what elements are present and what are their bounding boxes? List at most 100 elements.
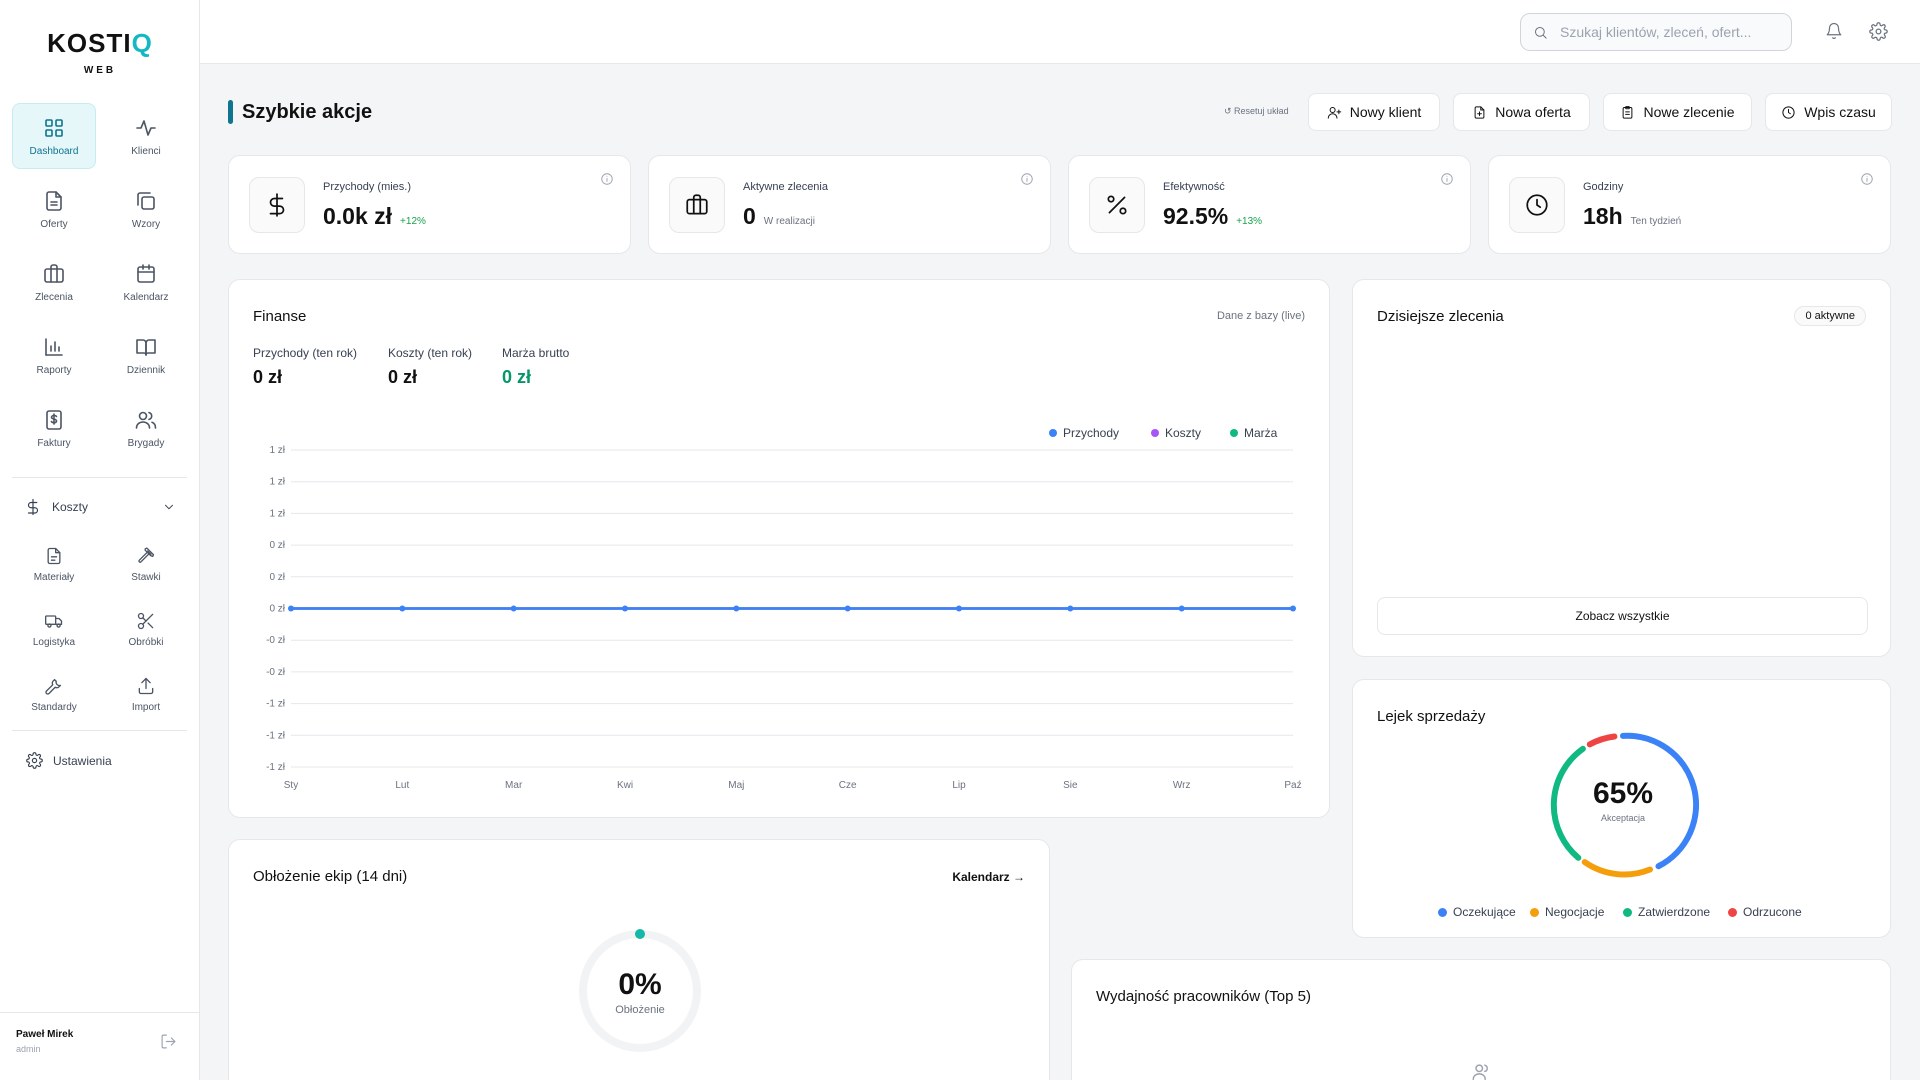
nav-item-logistics[interactable]: Logistyka — [12, 601, 96, 658]
users-icon — [134, 408, 158, 432]
file-text-icon — [44, 546, 64, 566]
logo[interactable]: KOSTIQ WEB — [0, 28, 200, 76]
legend-item[interactable]: Przychody — [1049, 426, 1119, 440]
scissors-icon — [136, 611, 156, 631]
stat-card-efficiency: Efektywność 92.5% +13% — [1068, 155, 1471, 254]
nav-item-offers[interactable]: Oferty — [12, 176, 96, 242]
search-box[interactable] — [1520, 13, 1792, 51]
new-offer-button[interactable]: Nowa oferta — [1453, 93, 1590, 131]
nav-item-reports[interactable]: Raporty — [12, 322, 96, 388]
logout-icon[interactable] — [160, 1033, 177, 1050]
nav-item-settings[interactable]: Ustawienia — [26, 752, 112, 769]
time-entry-button[interactable]: Wpis czasu — [1765, 93, 1892, 131]
nav-item-orders[interactable]: Zlecenia — [12, 249, 96, 315]
metric-value: 0 zł — [502, 367, 532, 387]
bell-icon[interactable] — [1825, 22, 1843, 40]
funnel-sub: Akceptacja — [1600, 813, 1646, 823]
costs-section-toggle[interactable]: Koszty — [24, 496, 176, 518]
info-icon[interactable] — [600, 172, 614, 186]
settings-gear-icon[interactable] — [1869, 22, 1888, 41]
copy-icon — [134, 189, 158, 213]
reset-layout-link[interactable]: ↺ Resetuj układ — [1224, 106, 1289, 116]
info-icon[interactable] — [1860, 172, 1874, 186]
legend-label: Koszty — [1165, 426, 1202, 440]
file-icon — [42, 189, 66, 213]
search-icon — [1533, 25, 1548, 40]
today-orders-title: Dzisiejsze zlecenia — [1377, 308, 1504, 325]
legend-item[interactable]: Koszty — [1151, 426, 1201, 440]
funnel-legend-item[interactable]: Oczekujące — [1438, 905, 1516, 919]
logo-text: KOSTI — [47, 28, 132, 58]
x-tick-label: Lip — [952, 780, 966, 791]
gauge-value-dot — [635, 929, 645, 939]
legend-label: Przychody — [1063, 426, 1120, 440]
nav-item-templates[interactable]: Wzory — [104, 176, 188, 242]
legend-dot — [1623, 907, 1632, 917]
info-icon[interactable] — [1440, 172, 1454, 186]
nav-label: Stawki — [131, 572, 161, 583]
funnel-legend-item[interactable]: Odrzucone — [1728, 905, 1802, 919]
y-tick-label: -0 zł — [266, 667, 286, 678]
search-input[interactable] — [1560, 24, 1770, 40]
legend-item[interactable]: Marża — [1230, 426, 1277, 440]
nav-item-processing[interactable]: Obróbki — [104, 601, 188, 658]
new-client-button[interactable]: Nowy klient — [1308, 93, 1440, 131]
x-tick-label: Sie — [1063, 780, 1078, 791]
nav-item-import[interactable]: Import — [104, 666, 188, 723]
data-point — [844, 605, 851, 612]
nav-item-standards[interactable]: Standardy — [12, 666, 96, 723]
file-plus-icon — [1472, 105, 1487, 120]
stat-label: Efektywność — [1163, 181, 1225, 193]
legend-label: Oczekujące — [1453, 905, 1516, 919]
nav-item-calendar[interactable]: Kalendarz — [104, 249, 188, 315]
nav-item-invoices[interactable]: Faktury — [12, 395, 96, 461]
nav-item-crews[interactable]: Brygady — [104, 395, 188, 461]
clock-icon — [1524, 192, 1550, 218]
see-all-button[interactable]: Zobacz wszystkie — [1377, 597, 1868, 635]
gear-icon — [26, 752, 43, 769]
nav-item-clients[interactable]: Klienci — [104, 103, 188, 169]
nav-item-dashboard[interactable]: Dashboard — [12, 103, 96, 169]
funnel-percent: 65% — [1592, 777, 1654, 810]
nav-item-rates[interactable]: Stawki — [104, 536, 188, 593]
nav-label: Dziennik — [126, 364, 166, 376]
button-label: Nowa oferta — [1495, 104, 1571, 120]
stat-icon-box — [249, 177, 305, 233]
chevron-down-icon — [162, 500, 176, 514]
stat-sub: Ten tydzień — [1630, 216, 1682, 227]
finance-metric-margin: Marża brutto 0 zł — [502, 346, 569, 388]
stat-value: 18h — [1583, 203, 1623, 229]
funnel-legend-item[interactable]: Zatwierdzone — [1623, 905, 1710, 919]
settings-label: Ustawienia — [53, 753, 112, 768]
y-tick-label: 1 zł — [269, 477, 285, 488]
funnel-legend-item[interactable]: Negocjacje — [1530, 905, 1604, 919]
hammer-icon — [136, 546, 156, 566]
quick-actions-title: Szybkie akcje — [242, 101, 373, 123]
stat-delta: +12% — [400, 216, 426, 227]
activity-icon — [134, 116, 158, 140]
info-icon[interactable] — [1020, 172, 1034, 186]
nav-label: Kalendarz — [123, 291, 169, 303]
user-panel: Paweł Mirek admin — [0, 1012, 200, 1080]
funnel-center: 65% Akceptacja — [1563, 777, 1683, 823]
topbar — [200, 0, 1920, 64]
nav-item-materials[interactable]: Materiały — [12, 536, 96, 593]
user-role: admin — [16, 1044, 41, 1054]
truck-icon — [44, 611, 64, 631]
data-point — [1290, 605, 1296, 612]
x-tick-label: Mar — [505, 780, 523, 791]
new-order-button[interactable]: Nowe zlecenie — [1603, 93, 1752, 131]
user-name: Paweł Mirek — [16, 1029, 74, 1040]
y-tick-label: 0 zł — [269, 540, 285, 551]
finance-metric-costs: Koszty (ten rok) 0 zł — [388, 346, 472, 388]
nav-label: Wzory — [131, 218, 161, 230]
wrench-icon — [44, 676, 64, 696]
dollar-icon — [24, 498, 42, 516]
costs-label: Koszty — [52, 500, 89, 514]
workers-title: Wydajność pracowników (Top 5) — [1096, 988, 1311, 1005]
costs-nav: Materiały Stawki Logistyka Obróbki Stand… — [12, 536, 188, 723]
stat-label: Przychody (mies.) — [323, 181, 412, 193]
nav-item-journal[interactable]: Dziennik — [104, 322, 188, 388]
legend-label: Zatwierdzone — [1638, 905, 1711, 919]
calendar-link[interactable]: Kalendarz → — [952, 870, 1025, 884]
